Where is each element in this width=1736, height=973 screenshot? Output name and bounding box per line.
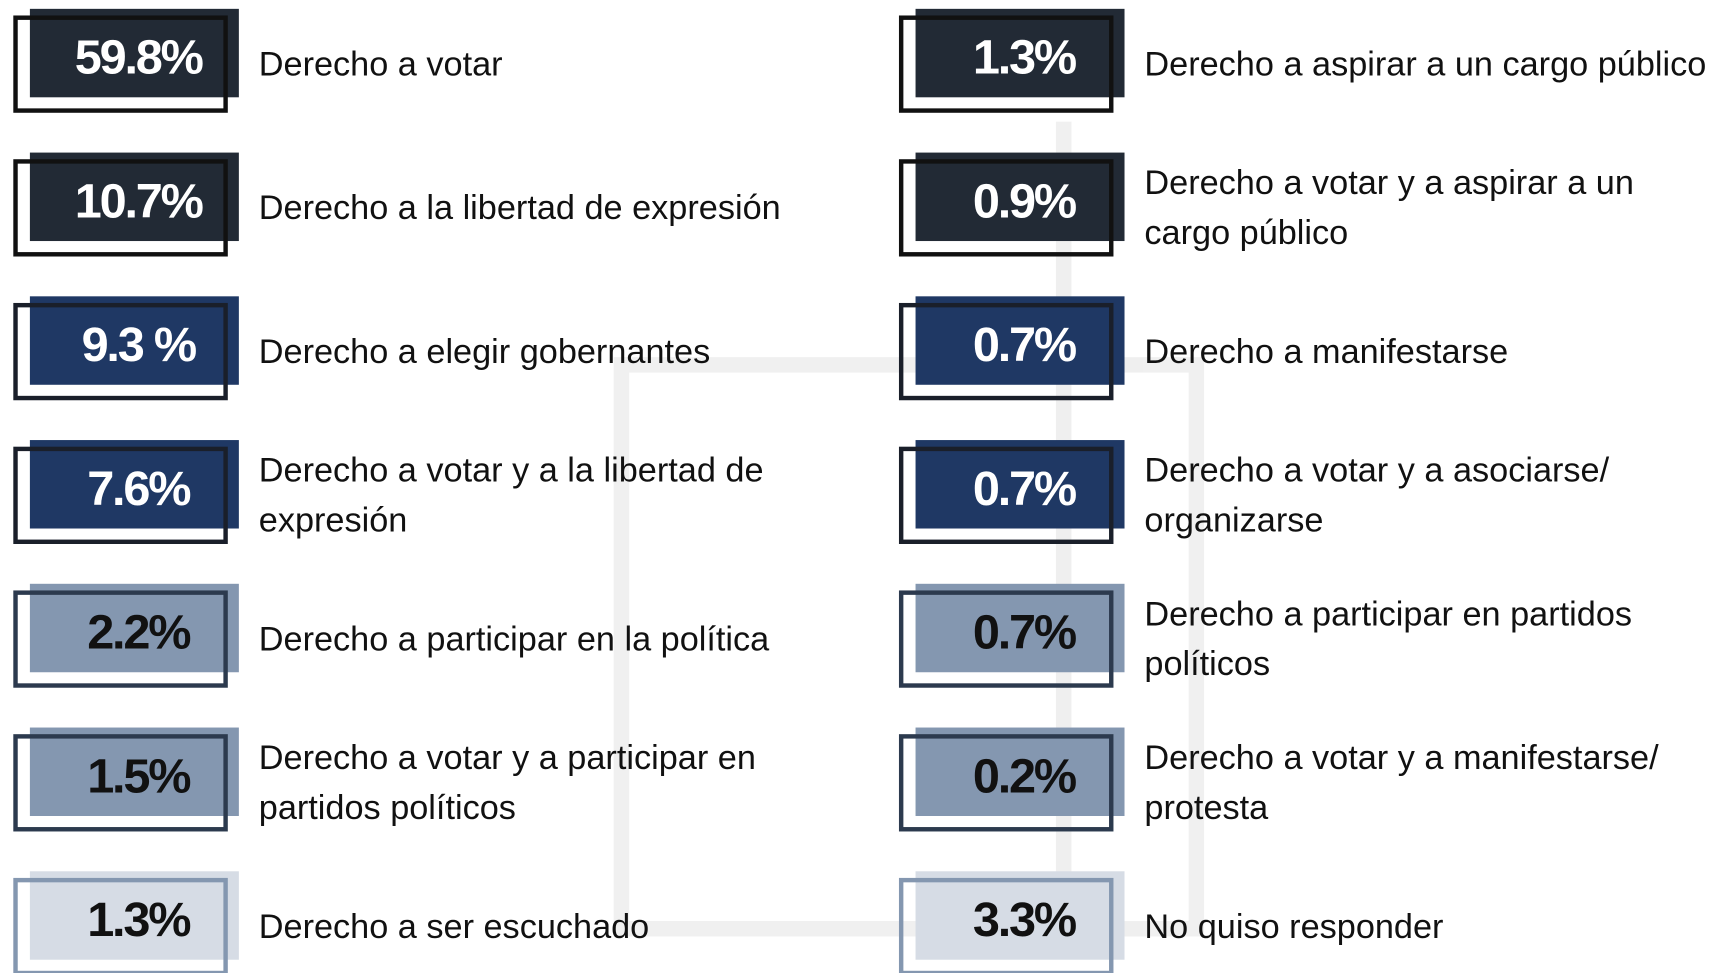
value: 7.6%	[87, 462, 190, 516]
value-box-outline	[13, 446, 228, 544]
value-box	[29, 871, 239, 960]
value-box	[29, 440, 239, 529]
label: Derecho a aspirar a un cargo público	[1144, 45, 1706, 83]
label: expresión	[259, 501, 408, 539]
value-box	[29, 296, 239, 385]
value-box-outline	[898, 877, 1114, 973]
value-box	[29, 727, 239, 816]
value-box-outline	[898, 302, 1114, 401]
label: Derecho a la libertad de expresión	[259, 189, 781, 227]
label: Derecho a votar	[259, 45, 503, 83]
value-box-outline	[898, 159, 1114, 257]
value: 0.7%	[973, 462, 1076, 516]
label: Derecho a votar y a participar en	[259, 739, 756, 777]
label: Derecho a votar y a asociarse/	[1144, 452, 1609, 490]
value-box	[29, 8, 239, 98]
value-box	[915, 152, 1125, 242]
label: partidos políticos	[259, 789, 516, 827]
value: 1.3%	[87, 893, 190, 947]
value: 0.7%	[973, 606, 1076, 660]
label: cargo público	[1144, 214, 1348, 252]
value-box-outline	[13, 159, 228, 257]
value-box	[29, 583, 239, 673]
value-box	[29, 152, 239, 242]
value-box	[915, 8, 1125, 98]
label: Derecho a elegir gobernantes	[259, 333, 710, 371]
value: 9.3 %	[82, 318, 196, 372]
label: Derecho a votar y a aspirar a un	[1144, 164, 1634, 202]
label: Derecho a participar en la política	[259, 620, 770, 658]
value-box-outline	[898, 734, 1114, 832]
value: 0.2%	[973, 749, 1076, 803]
value: 59.8%	[75, 31, 203, 85]
value-box-outline	[13, 734, 228, 832]
label: políticos	[1144, 645, 1270, 683]
label: Derecho a participar en partidos	[1144, 595, 1632, 633]
value-box-outline	[13, 877, 228, 973]
value-box	[915, 727, 1125, 816]
value-box	[915, 440, 1125, 529]
value: 0.9%	[973, 174, 1076, 228]
value-box-outline	[898, 590, 1114, 688]
value-box-outline	[13, 590, 228, 688]
label: organizarse	[1144, 501, 1323, 539]
value-box-outline	[13, 15, 228, 113]
label: protesta	[1144, 789, 1269, 827]
value-box	[915, 583, 1125, 673]
value-box	[915, 871, 1125, 960]
label: Derecho a manifestarse	[1144, 333, 1508, 371]
label: Derecho a votar y a la libertad de	[259, 452, 764, 490]
label: Derecho a ser escuchado	[259, 908, 649, 946]
value: 1.3%	[973, 31, 1076, 85]
value: 1.5%	[87, 749, 190, 803]
value-box-outline	[898, 446, 1114, 544]
value: 0.7%	[973, 318, 1076, 372]
value: 2.2%	[87, 606, 190, 660]
value-box	[915, 296, 1125, 385]
label: Derecho a votar y a manifestarse/	[1144, 739, 1659, 777]
label: No quiso responder	[1144, 908, 1443, 946]
value: 3.3%	[973, 893, 1076, 947]
value-box-outline	[13, 302, 228, 401]
value: 10.7%	[75, 174, 203, 228]
value-box-outline	[898, 15, 1114, 113]
